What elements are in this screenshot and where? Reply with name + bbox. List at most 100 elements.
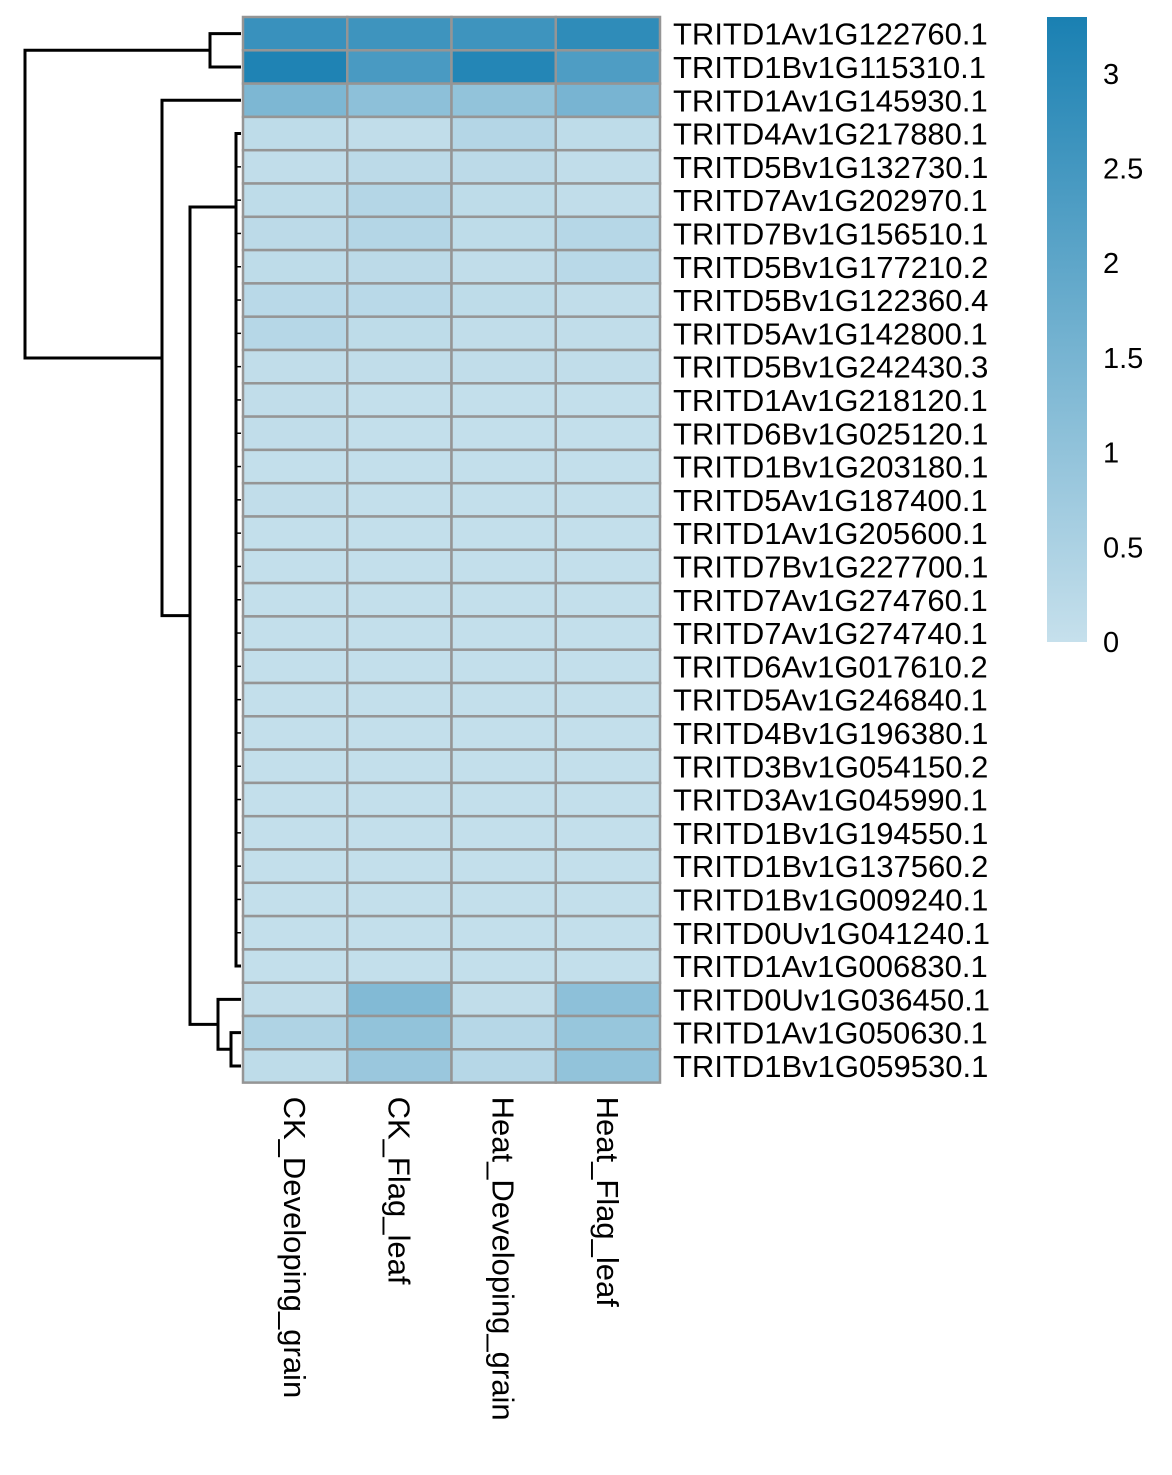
heatmap-cell xyxy=(241,981,349,1018)
heatmap-cell xyxy=(450,315,557,352)
row-label: TRITD5Av1G246840.1 xyxy=(673,683,988,718)
heatmap-cell xyxy=(450,15,557,52)
heatmap-cell xyxy=(346,215,453,252)
dendrogram-branch xyxy=(188,205,236,1026)
heatmap-cell xyxy=(241,515,349,552)
heatmap-cell xyxy=(450,914,557,951)
row-label: TRITD7Av1G202970.1 xyxy=(673,183,988,218)
heatmap-cell xyxy=(241,848,349,885)
heatmap-cell xyxy=(554,148,662,185)
heatmap-cell xyxy=(554,15,662,52)
heatmap-cell xyxy=(241,948,349,984)
heatmap-cell xyxy=(450,681,557,718)
heatmap-cell xyxy=(554,681,662,718)
heatmap-cell xyxy=(241,215,349,252)
row-label: TRITD1Bv1G115310.1 xyxy=(673,50,986,85)
heatmap-cell xyxy=(346,781,453,818)
heatmap-cell xyxy=(241,382,349,418)
heatmap-cell xyxy=(346,1048,453,1084)
heatmap-cell xyxy=(241,715,349,751)
row-label: TRITD7Bv1G227700.1 xyxy=(673,549,988,584)
heatmap-cell xyxy=(554,82,662,119)
row-label: TRITD1Bv1G059530.1 xyxy=(673,1049,988,1084)
column-label: CK_Flag_leaf xyxy=(381,1097,416,1285)
row-label: TRITD1Bv1G203180.1 xyxy=(673,450,988,485)
row-label: TRITD3Bv1G054150.2 xyxy=(673,749,988,784)
heatmap-cell xyxy=(346,515,453,552)
row-label: TRITD7Av1G274740.1 xyxy=(673,616,988,651)
legend-tick-label: 1.5 xyxy=(1103,343,1143,375)
heatmap-cell xyxy=(554,382,662,418)
heatmap-cell xyxy=(241,148,349,185)
heatmap-cell xyxy=(241,681,349,718)
heatmap-cell xyxy=(554,248,662,285)
heatmap-cell xyxy=(554,115,662,152)
heatmap-cell xyxy=(450,49,557,85)
heatmap-cell xyxy=(554,581,662,618)
heatmap-cell xyxy=(346,82,453,119)
heatmap-cell xyxy=(450,515,557,552)
row-label: TRITD1Av1G122760.1 xyxy=(673,17,988,52)
heatmap-cell xyxy=(450,348,557,385)
heatmap-cell xyxy=(241,881,349,918)
heatmap-cell xyxy=(554,848,662,885)
heatmap-cell xyxy=(450,248,557,285)
legend-color-bar xyxy=(1047,17,1087,642)
heatmap-cell xyxy=(450,148,557,185)
heatmap-cell xyxy=(554,715,662,751)
heatmap-cell xyxy=(450,382,557,418)
heatmap-cell xyxy=(241,49,349,85)
legend-tick-label: 2 xyxy=(1103,248,1119,280)
heatmap-cell xyxy=(346,248,453,285)
heatmap-cell xyxy=(241,282,349,318)
row-label: TRITD1Bv1G137560.2 xyxy=(673,849,988,884)
dendrogram-branch xyxy=(23,48,210,360)
heatmap-cell xyxy=(241,748,349,785)
heatmap-cell xyxy=(450,981,557,1018)
heatmap-cell xyxy=(346,615,453,651)
row-label: TRITD4Bv1G196380.1 xyxy=(673,716,988,751)
heatmap-cell xyxy=(450,548,557,585)
heatmap-cell xyxy=(346,548,453,585)
heatmap-cell xyxy=(241,581,349,618)
heatmap-cell xyxy=(346,914,453,951)
row-label: TRITD7Bv1G156510.1 xyxy=(673,216,988,251)
column-label: Heat_Flag_leaf xyxy=(590,1097,625,1308)
heatmap-cell xyxy=(241,315,349,352)
heatmap-cell xyxy=(346,282,453,318)
heatmap-cell xyxy=(450,115,557,152)
column-labels: CK_Developing_grain CK_Flag_leaf Heat_Deve… xyxy=(277,1097,625,1421)
heatmap-cell xyxy=(554,1048,662,1084)
heatmap-cell xyxy=(241,914,349,951)
color-legend: 0 0.5 1 1.5 2 2.5 3 xyxy=(1047,17,1143,659)
heatmap-cell xyxy=(346,648,453,685)
row-label: TRITD1Bv1G009240.1 xyxy=(673,882,988,917)
heatmap-cell xyxy=(241,814,349,851)
row-label: TRITD1Av1G218120.1 xyxy=(673,383,988,418)
heatmap-cell xyxy=(554,348,662,385)
heatmap-cell xyxy=(450,215,557,252)
heatmap-cell xyxy=(241,548,349,585)
heatmap-cell xyxy=(450,1014,557,1051)
heatmap-cell xyxy=(450,182,557,219)
heatmap-cell xyxy=(346,415,453,452)
heatmap-cell xyxy=(346,814,453,851)
heatmap-cell xyxy=(346,715,453,751)
row-label: TRITD4Av1G217880.1 xyxy=(673,117,988,152)
heatmap-cell xyxy=(241,415,349,452)
heatmap-cell xyxy=(450,648,557,685)
heatmap-cell xyxy=(346,881,453,918)
heatmap-cells xyxy=(241,15,662,1084)
heatmap-cell xyxy=(554,881,662,918)
row-label: TRITD6Bv1G025120.1 xyxy=(673,416,988,451)
heatmap-cell xyxy=(346,15,453,52)
row-label: TRITD1Av1G205600.1 xyxy=(673,516,988,551)
heatmap-cell xyxy=(554,648,662,685)
heatmap-cell xyxy=(346,148,453,185)
heatmap-cell xyxy=(346,315,453,352)
row-label: TRITD0Uv1G036450.1 xyxy=(673,982,990,1017)
row-label: TRITD5Av1G142800.1 xyxy=(673,316,988,351)
row-label: TRITD1Av1G006830.1 xyxy=(673,949,988,984)
legend-tick-label: 1 xyxy=(1103,438,1119,470)
